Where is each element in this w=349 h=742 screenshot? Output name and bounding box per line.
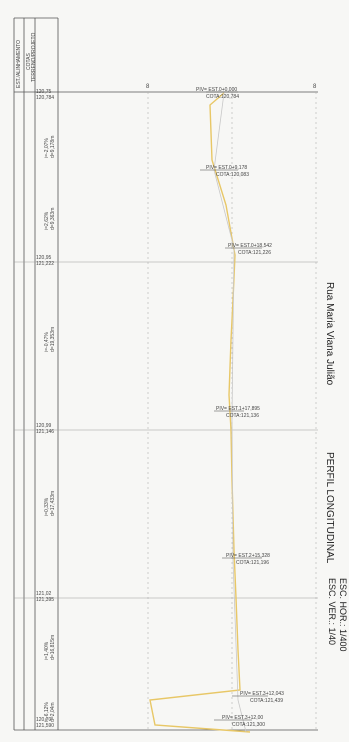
slope-length-3: d=19,353m xyxy=(50,326,56,352)
station-cota-1: COTA:120,784 xyxy=(206,94,239,100)
cota-project-2: 121,222 xyxy=(36,261,55,267)
slope-length-5: d=16,815m xyxy=(50,634,56,660)
cota-terrain-5: 120,70 xyxy=(36,717,52,723)
station-cota-2: COTA:120,083 xyxy=(216,172,249,178)
station-label-5: PIV= EST.2+15,328 xyxy=(226,553,270,559)
slope-length-6: d=2,04m xyxy=(50,702,56,722)
station-cota-3: COTA:121,226 xyxy=(238,250,271,256)
station-cota-6: COTA:121,439 xyxy=(250,698,283,704)
station-label-1: PIV= EST.0+0,000 xyxy=(196,87,238,93)
station-cota-5: COTA:121,196 xyxy=(236,560,269,566)
cota-project-4: 121,395 xyxy=(36,597,55,603)
axis-mark-1: 8 xyxy=(146,84,150,90)
station-label-7: PIV= EST.3+12,00 xyxy=(222,715,264,721)
grid-lines xyxy=(14,261,318,599)
cota-terrain-1: 120,75 xyxy=(36,89,52,95)
cota-project-5: 121,590 xyxy=(36,723,55,729)
cota-terrain-4: 121,02 xyxy=(36,591,52,597)
scale-horizontal: ESC. HOR.: 1/400 xyxy=(338,578,348,652)
axis-mark-2: 8 xyxy=(313,84,317,90)
cota-project-3: 121,146 xyxy=(36,429,55,435)
station-markers xyxy=(200,91,268,721)
table-frame xyxy=(13,17,318,731)
station-cota-4: COTA:121,136 xyxy=(226,413,259,419)
header-col2-line2: TERRENO/PROJETO xyxy=(31,32,37,82)
station-label-3: PIV= EST.0+18,542 xyxy=(228,243,272,249)
header-col1-label: EST./ALINHAMENTO xyxy=(16,40,22,88)
station-label-6: PIV= EST.3+12,043 xyxy=(240,691,284,697)
cota-terrain-3: 120,99 xyxy=(36,423,52,429)
terrain-profile-line xyxy=(149,92,251,733)
slope-length-4: d=17,433m xyxy=(50,490,56,516)
station-label-2: PIV= EST.0+9,178 xyxy=(206,165,248,171)
cota-project-1: 120,784 xyxy=(36,95,55,101)
reference-lines xyxy=(147,92,317,730)
slope-length-1: d=9,178m xyxy=(50,135,56,158)
station-label-4: PIV= EST.1+17,895 xyxy=(216,406,260,412)
scale-vertical: ESC. VER.: 1/40 xyxy=(327,578,337,646)
street-title: Rua Maria Viana Julião xyxy=(324,282,335,386)
slope-length-2: d=9,363m xyxy=(50,207,56,230)
station-cota-7: COTA:121,300 xyxy=(232,722,265,728)
cota-terrain-2: 120,95 xyxy=(36,255,52,261)
profile-title: PERFIL LONGITUDINAL xyxy=(324,452,335,564)
